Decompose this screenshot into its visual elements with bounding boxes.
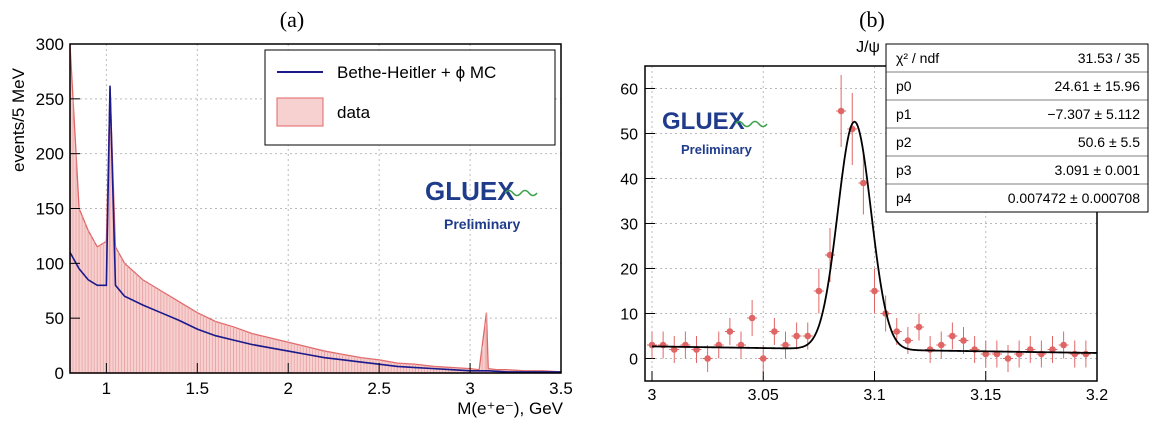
- wave-icon: [734, 120, 768, 128]
- data-point: [982, 350, 990, 358]
- right-axis-ticks: 3 3.05 3.1 3.15 3.2 0 10 20 30 40 50 60: [620, 82, 1108, 405]
- right-chart: 3 3.05 3.1 3.15 3.2 0 10 20 30 40 50 60 J/ψ χ² / nd…: [620, 39, 1149, 405]
- data-point: [759, 355, 767, 362]
- data-point: [771, 328, 778, 335]
- stats-row-label: p4: [896, 190, 912, 206]
- stats-row-label: χ² / ndf: [896, 50, 939, 66]
- data-point: [926, 346, 934, 353]
- right-x-tick-label: 3.1: [863, 387, 885, 404]
- logo-text: GLUEX: [425, 176, 515, 206]
- data-point: [804, 332, 812, 340]
- mc-series-line: [69, 85, 561, 373]
- stats-row-value: 50.6 ± 5.5: [1078, 134, 1140, 150]
- logo-text: GLUEX: [662, 108, 745, 135]
- stats-row-label: p2: [896, 134, 912, 150]
- left-x-tick-label: 1.5: [185, 379, 209, 398]
- data-point: [949, 332, 956, 340]
- data-point: [1004, 355, 1012, 362]
- panel-label-a: (a): [280, 7, 304, 32]
- left-y-tick-label: 150: [36, 200, 64, 219]
- right-x-tick-label: 3.15: [970, 387, 1001, 404]
- logo-subtitle: Preliminary: [681, 142, 753, 157]
- right-grid: [645, 66, 1098, 381]
- gluex-logo-left: GLUEX Preliminary: [425, 176, 538, 232]
- right-y-tick-label: 10: [620, 307, 638, 324]
- left-y-tick-label: 50: [45, 309, 64, 328]
- left-y-tick-label: 0: [55, 364, 64, 383]
- left-x-tick-label: 3.5: [549, 379, 573, 398]
- data-point: [1060, 341, 1067, 349]
- data-point: [782, 341, 789, 349]
- right-x-tick-label: 3.2: [1086, 387, 1108, 404]
- left-y-axis-label: events/5 MeV: [9, 67, 28, 172]
- data-point: [915, 323, 923, 331]
- right-y-tick-label: 50: [620, 127, 638, 144]
- stats-row-value: −7.307 ± 5.112: [1047, 106, 1140, 122]
- right-y-tick-label: 30: [620, 217, 638, 234]
- data-point: [893, 328, 901, 335]
- data-point: [737, 341, 745, 349]
- data-point: [837, 107, 845, 115]
- data-point: [960, 337, 967, 344]
- stats-row-label: p3: [896, 162, 912, 178]
- right-x-tick-label: 3: [648, 387, 657, 404]
- wave-icon: [504, 189, 538, 197]
- data-point: [726, 328, 734, 335]
- stats-row-value: 31.53 / 35: [1078, 50, 1140, 66]
- data-point: [1071, 350, 1079, 358]
- gluex-logo-right: GLUEX Preliminary: [662, 108, 768, 157]
- data-point: [793, 332, 800, 340]
- left-x-axis-label: M(e⁺e⁻), GeV: [457, 399, 563, 418]
- left-y-tick-label: 300: [36, 35, 64, 54]
- left-x-tick-label: 1: [102, 379, 111, 398]
- data-point: [1082, 350, 1090, 358]
- right-y-tick-label: 60: [620, 82, 638, 99]
- left-x-tick-label: 2: [283, 379, 292, 398]
- right-data-points: [647, 75, 1091, 372]
- data-point: [860, 179, 867, 187]
- logo-subtitle: Preliminary: [444, 216, 520, 232]
- left-legend: Bethe-Heitler + ϕ MC data: [264, 49, 556, 146]
- data-point: [1049, 346, 1056, 353]
- left-mc-line: [69, 85, 561, 373]
- legend-data-swatch: [276, 97, 324, 127]
- data-point: [871, 287, 878, 295]
- stats-row-value: 24.61 ± 15.96: [1054, 78, 1140, 94]
- legend-mc-label: Bethe-Heitler + ϕ MC: [337, 63, 496, 82]
- right-fit-curve: [651, 120, 1098, 354]
- left-y-tick-label: 200: [36, 145, 64, 164]
- panel-label-b: (b): [859, 7, 885, 32]
- left-x-tick-label: 2.5: [367, 379, 391, 398]
- legend-data-label: data: [337, 103, 371, 122]
- right-y-tick-label: 20: [620, 262, 638, 279]
- right-y-tick-label: 0: [629, 352, 638, 369]
- left-axis-ticks: 1 1.5 2 2.5 3 3.5 0 50 100 150 200 250 300: [36, 35, 573, 398]
- data-point: [704, 355, 711, 362]
- data-point: [904, 337, 912, 344]
- stats-row-value: 3.091 ± 0.001: [1054, 162, 1140, 178]
- left-y-tick-label: 250: [36, 90, 64, 109]
- fit-stats-box: χ² / ndf 31.53 / 35 p0 24.61 ± 15.96 p1 −7.30…: [885, 43, 1149, 213]
- data-point: [670, 346, 678, 353]
- data-point: [748, 314, 756, 322]
- left-x-tick-label: 3: [465, 379, 474, 398]
- stats-row-label: p0: [896, 78, 912, 94]
- stats-row-label: p1: [896, 106, 912, 122]
- stats-row-value: 0.007472 ± 0.000708: [1008, 190, 1140, 206]
- right-y-tick-label: 40: [620, 172, 638, 189]
- right-x-tick-label: 3.05: [748, 387, 779, 404]
- data-point: [937, 341, 945, 349]
- right-chart-title: J/ψ: [856, 39, 880, 56]
- data-point: [815, 287, 823, 295]
- left-chart: 1 1.5 2 2.5 3 3.5 0 50 100 150 200 250 300 events/5 …: [9, 35, 573, 418]
- left-y-tick-label: 100: [36, 254, 64, 273]
